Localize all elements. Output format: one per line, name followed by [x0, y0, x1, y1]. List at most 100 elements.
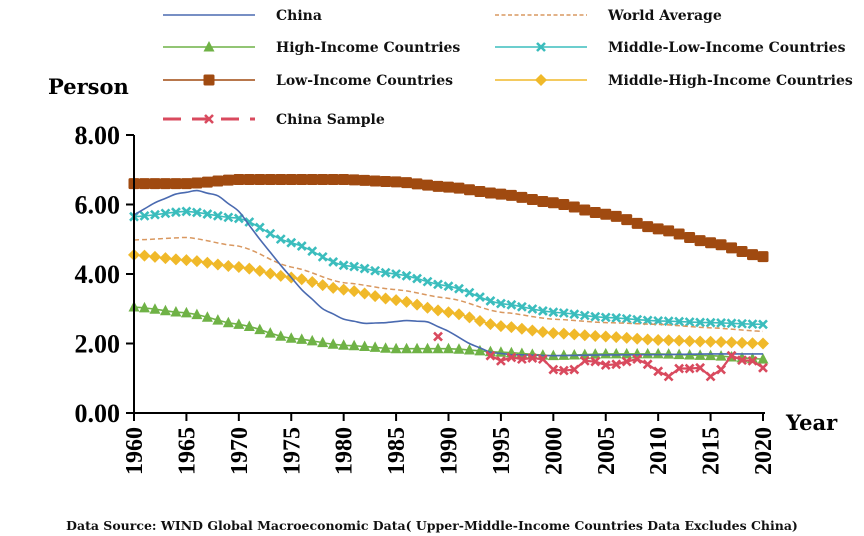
data-point	[191, 177, 203, 189]
data-point	[684, 363, 695, 374]
marker-stroke	[611, 313, 622, 323]
data-point	[704, 335, 717, 348]
data-point	[453, 182, 465, 194]
data-point	[590, 356, 601, 367]
marker-stroke	[244, 217, 255, 227]
data-point	[412, 273, 422, 284]
data-point	[600, 312, 611, 323]
marker-stroke	[684, 363, 695, 374]
x-tick-label: 1985	[384, 427, 410, 475]
marker-stroke	[495, 298, 506, 309]
data-point	[484, 187, 496, 199]
data-point	[390, 176, 402, 188]
data-point	[494, 320, 507, 333]
data-point	[610, 347, 622, 359]
data-point	[348, 174, 360, 186]
marker-stroke	[506, 352, 517, 363]
data-point	[254, 323, 266, 335]
marker-stroke	[516, 301, 527, 312]
data-point	[452, 308, 465, 321]
marker-stroke	[726, 350, 737, 361]
data-point	[454, 283, 464, 294]
data-point	[337, 283, 350, 296]
marker-stroke	[600, 312, 611, 323]
marker-stroke	[254, 222, 265, 233]
data-point	[558, 198, 570, 210]
data-point	[674, 363, 685, 374]
data-point	[201, 311, 213, 322]
data-point	[726, 242, 738, 254]
marker-stroke	[590, 311, 601, 322]
marker-stroke	[307, 246, 318, 257]
marker-stroke	[548, 307, 559, 318]
data-point	[223, 212, 234, 223]
data-point	[495, 355, 506, 366]
data-point	[327, 338, 339, 349]
marker-stroke	[716, 364, 726, 375]
data-point	[264, 173, 276, 185]
data-point	[169, 253, 182, 266]
marker-stroke	[275, 234, 286, 245]
y-tick-label: 4.00	[75, 260, 121, 289]
data-point	[190, 255, 203, 268]
data-point	[243, 262, 256, 275]
data-point	[181, 206, 192, 217]
data-point	[474, 185, 486, 197]
data-point	[674, 316, 685, 327]
data-point	[369, 341, 381, 352]
data-point	[149, 303, 161, 314]
data-point	[516, 354, 527, 365]
legend-item-middle-low-income-countries: Middle-Low-Income Countries	[495, 40, 846, 56]
data-point	[380, 342, 392, 353]
data-point	[422, 179, 434, 191]
marker-stroke	[684, 317, 695, 327]
marker-stroke	[705, 317, 716, 328]
data-point	[642, 359, 653, 370]
data-point	[611, 359, 622, 370]
marker-stroke	[139, 210, 150, 221]
legend-label: China Sample	[276, 112, 385, 128]
marker-stroke	[653, 366, 664, 377]
data-point	[160, 208, 171, 219]
marker-stroke	[758, 319, 768, 330]
data-point	[631, 332, 644, 345]
data-point	[695, 317, 706, 328]
data-point	[222, 316, 234, 328]
marker-stroke	[747, 355, 758, 366]
x-tick-label: 1960	[122, 427, 148, 475]
data-point	[579, 310, 590, 321]
data-point	[463, 184, 475, 196]
legend-item-middle-high-income-countries: Middle-High-Income Countries	[495, 73, 853, 89]
data-point	[716, 317, 726, 328]
series-china-sample	[433, 331, 768, 382]
data-point	[286, 237, 297, 248]
data-point	[243, 320, 255, 331]
data-point	[233, 173, 245, 185]
data-point	[422, 276, 433, 287]
marker-stroke	[621, 313, 632, 324]
marker-stroke	[548, 364, 559, 375]
data-point	[599, 330, 612, 343]
data-point	[254, 222, 265, 233]
marker-stroke	[422, 276, 433, 287]
data-point	[747, 249, 759, 261]
marker-stroke	[758, 362, 768, 373]
data-point	[411, 342, 423, 354]
data-point	[275, 234, 286, 245]
data-point	[515, 322, 528, 335]
data-point	[600, 208, 612, 220]
data-point	[621, 214, 633, 226]
legend-item-low-income-countries: Low-Income Countries	[163, 73, 453, 89]
data-point	[537, 195, 549, 207]
data-point	[652, 223, 664, 235]
data-point	[306, 334, 318, 346]
legend-marker	[536, 42, 546, 52]
data-point	[746, 337, 759, 350]
marker-stroke	[401, 270, 412, 281]
data-point	[642, 315, 653, 326]
marker-stroke	[674, 363, 685, 374]
data-point	[641, 333, 654, 346]
data-point	[180, 178, 192, 190]
marker-stroke	[349, 261, 360, 272]
data-point	[358, 287, 371, 300]
